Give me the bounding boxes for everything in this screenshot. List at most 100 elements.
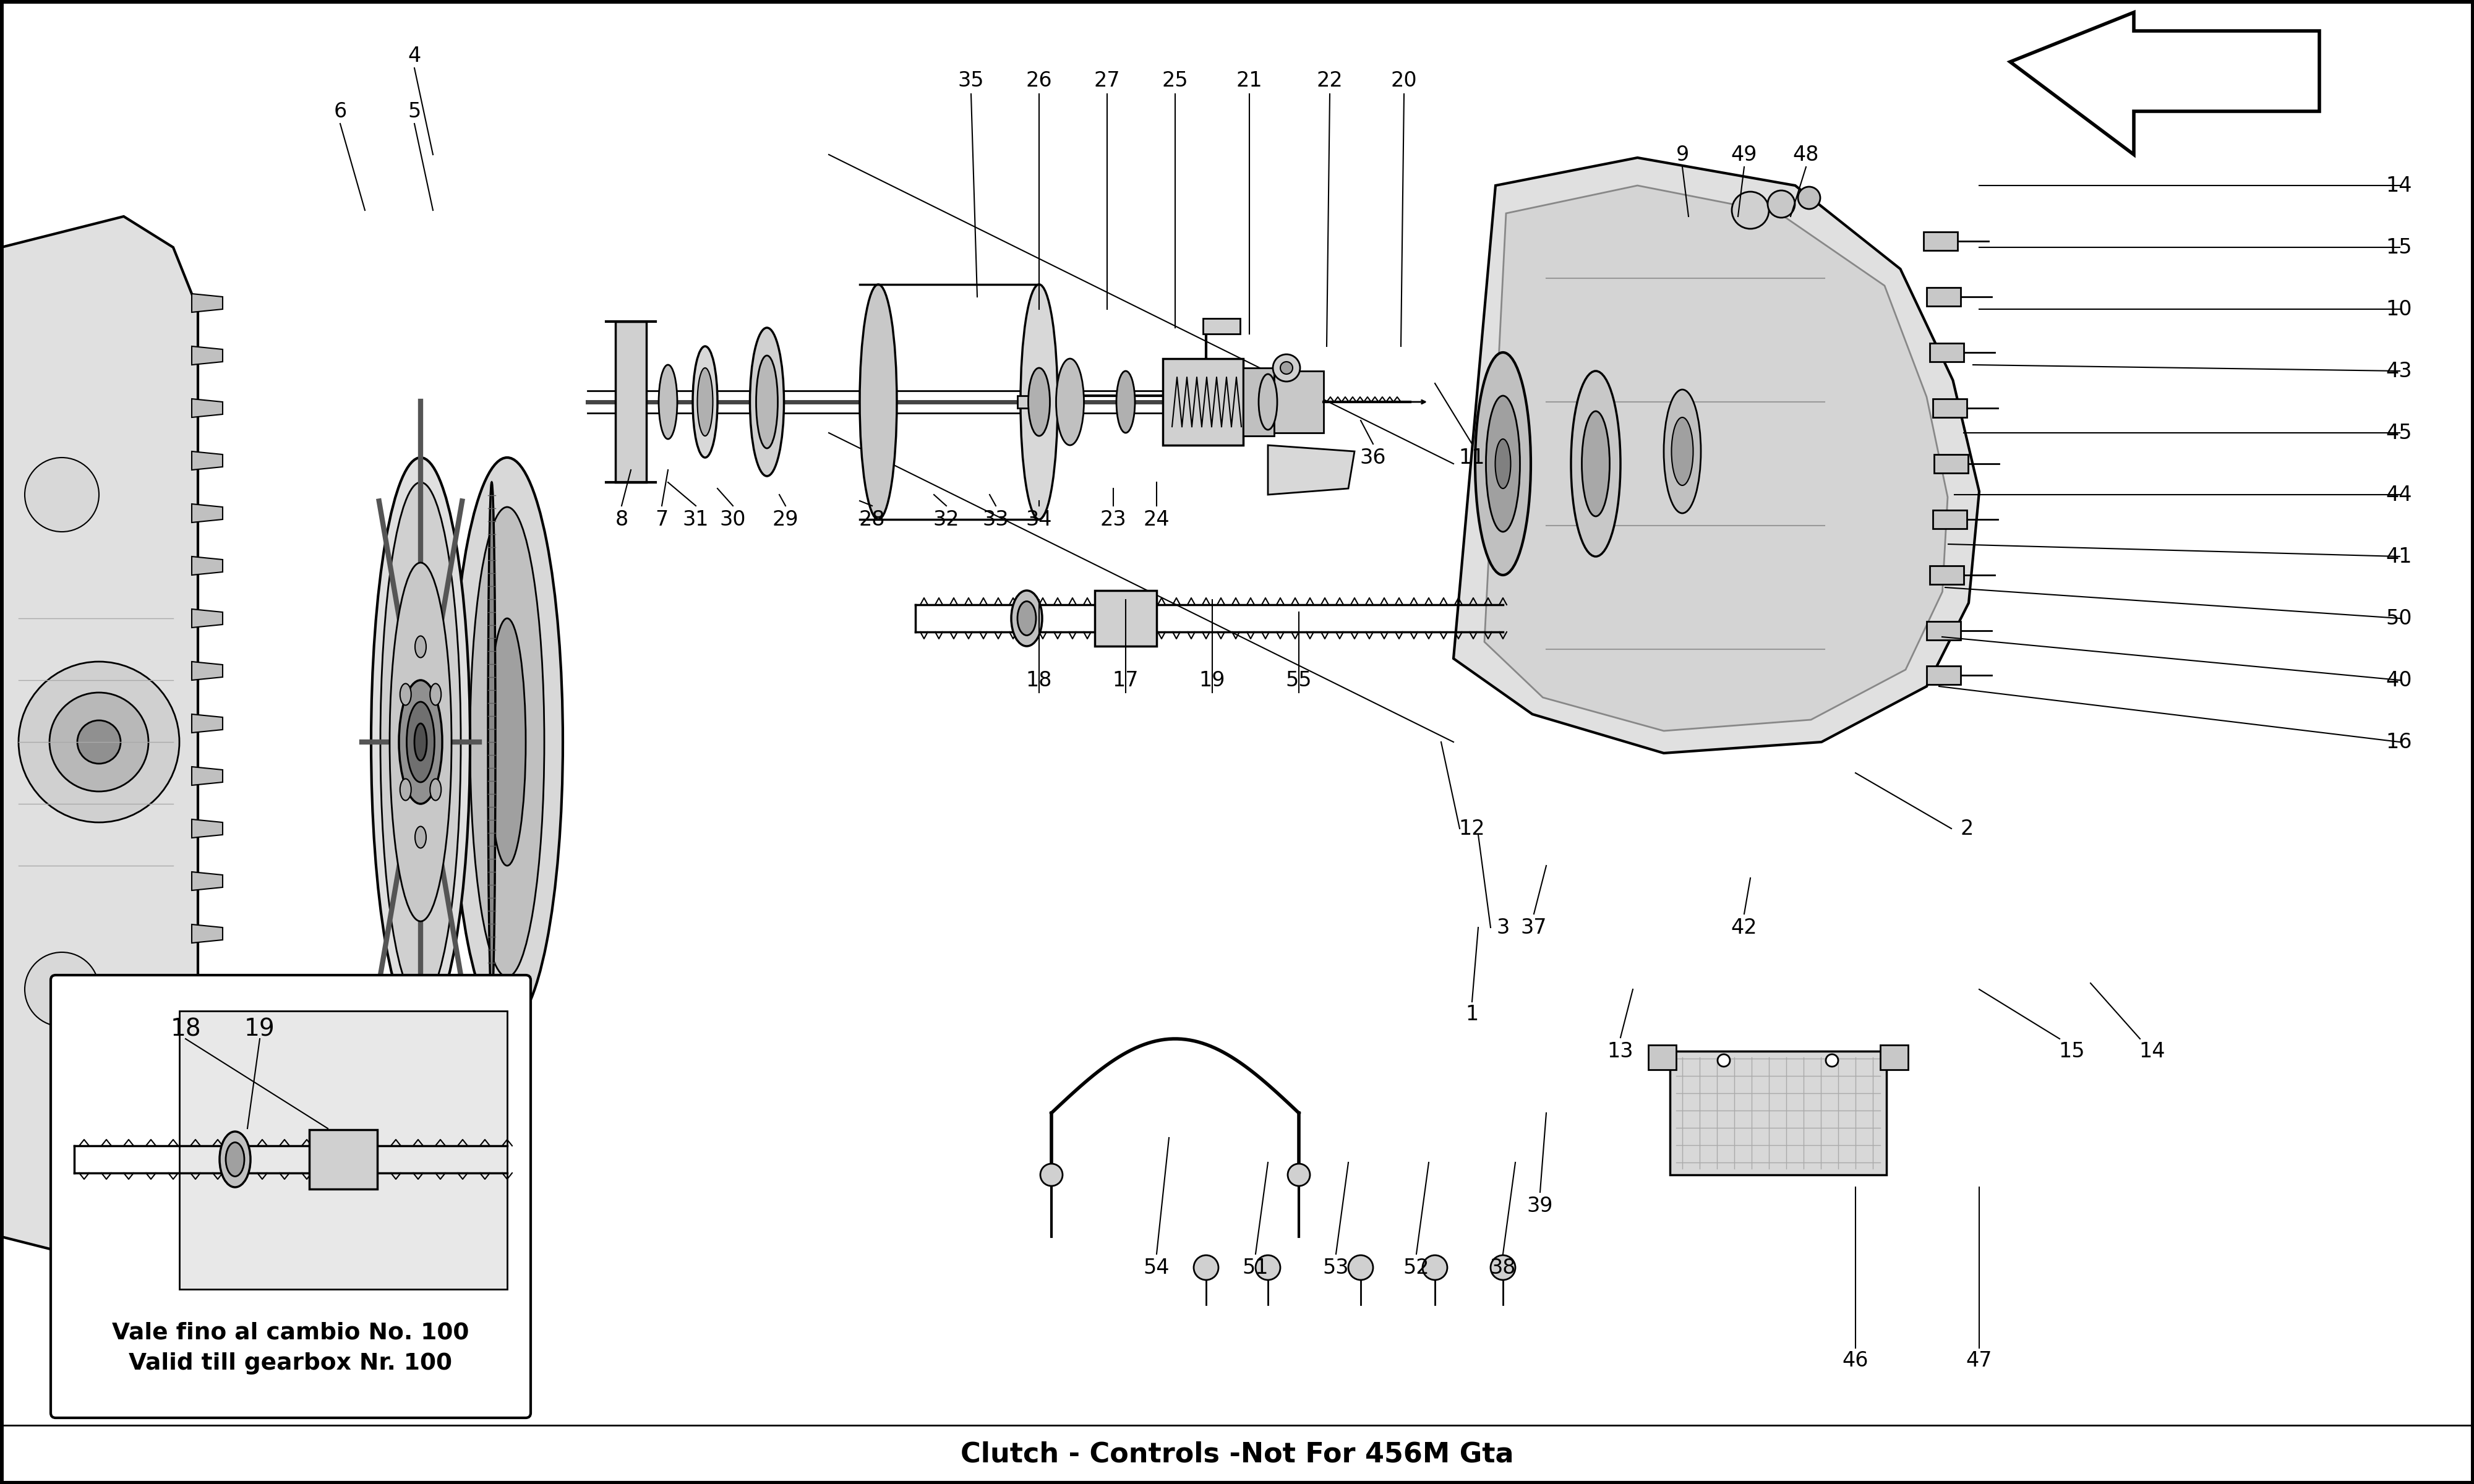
- Bar: [309, 1129, 376, 1189]
- Bar: [1927, 288, 1959, 306]
- Circle shape: [1272, 355, 1301, 381]
- Polygon shape: [193, 976, 223, 996]
- Polygon shape: [193, 346, 223, 365]
- Text: 3: 3: [1497, 917, 1509, 938]
- Ellipse shape: [1571, 371, 1620, 556]
- Text: 38: 38: [1489, 1257, 1517, 1278]
- Polygon shape: [193, 1082, 223, 1101]
- Ellipse shape: [487, 482, 495, 1002]
- Polygon shape: [193, 1030, 223, 1048]
- Text: 14: 14: [2385, 175, 2412, 196]
- Text: 5: 5: [408, 101, 421, 122]
- Ellipse shape: [1022, 285, 1059, 519]
- Text: 19: 19: [1200, 669, 1225, 690]
- Ellipse shape: [416, 827, 426, 847]
- Polygon shape: [193, 871, 223, 890]
- Text: 18: 18: [171, 1018, 200, 1042]
- Text: 10: 10: [2385, 298, 2412, 319]
- Ellipse shape: [750, 328, 784, 476]
- Circle shape: [25, 953, 99, 1027]
- Bar: [1930, 343, 1964, 362]
- Bar: [1880, 1045, 1907, 1070]
- Text: 8: 8: [616, 509, 628, 530]
- Ellipse shape: [401, 684, 411, 705]
- Text: 19: 19: [245, 1018, 275, 1042]
- Ellipse shape: [693, 346, 717, 457]
- Circle shape: [1717, 1054, 1729, 1067]
- Ellipse shape: [1029, 368, 1049, 436]
- Text: 37: 37: [1522, 917, 1546, 938]
- Ellipse shape: [371, 457, 470, 1027]
- Bar: [1925, 232, 1957, 251]
- Ellipse shape: [430, 779, 440, 800]
- Text: 33: 33: [982, 509, 1009, 530]
- Polygon shape: [0, 217, 198, 1267]
- Ellipse shape: [1012, 591, 1042, 646]
- Text: 22: 22: [1316, 70, 1343, 91]
- Text: 36: 36: [1361, 447, 1385, 467]
- Polygon shape: [193, 1187, 223, 1205]
- Polygon shape: [1267, 445, 1356, 494]
- Circle shape: [1348, 1255, 1373, 1279]
- Polygon shape: [193, 1135, 223, 1153]
- Ellipse shape: [416, 637, 426, 657]
- Text: 21: 21: [1237, 70, 1262, 91]
- Circle shape: [1257, 1255, 1282, 1279]
- Text: 47: 47: [1967, 1350, 1992, 1371]
- Polygon shape: [193, 767, 223, 785]
- Circle shape: [1282, 362, 1291, 374]
- Text: Clutch - Controls -Not For 456M Gta: Clutch - Controls -Not For 456M Gta: [960, 1441, 1514, 1468]
- Polygon shape: [193, 662, 223, 680]
- Bar: [1935, 454, 1969, 473]
- Polygon shape: [1455, 157, 1979, 752]
- Circle shape: [1826, 1054, 1838, 1067]
- Ellipse shape: [401, 779, 411, 800]
- Bar: [1202, 319, 1239, 334]
- Ellipse shape: [470, 508, 544, 976]
- Ellipse shape: [1475, 352, 1531, 574]
- Bar: [1017, 396, 1029, 408]
- Text: 32: 32: [933, 509, 960, 530]
- Text: 12: 12: [1460, 818, 1484, 838]
- Text: 48: 48: [1794, 144, 1818, 165]
- Text: 55: 55: [1286, 669, 1311, 690]
- Circle shape: [1423, 1255, 1447, 1279]
- Text: 41: 41: [2385, 546, 2412, 567]
- Text: 28: 28: [858, 509, 886, 530]
- Ellipse shape: [391, 562, 450, 922]
- Bar: [1927, 622, 1959, 640]
- Text: 42: 42: [1732, 917, 1757, 938]
- Circle shape: [20, 662, 178, 822]
- Text: 54: 54: [1143, 1257, 1170, 1278]
- Bar: [1274, 371, 1324, 433]
- Circle shape: [1732, 191, 1769, 229]
- Bar: [1094, 591, 1158, 646]
- Bar: [1670, 1051, 1888, 1175]
- Text: 14: 14: [2140, 1040, 2165, 1061]
- Polygon shape: [193, 451, 223, 470]
- Text: 44: 44: [2385, 484, 2412, 505]
- Text: 15: 15: [2385, 237, 2412, 258]
- Ellipse shape: [861, 285, 896, 519]
- Ellipse shape: [698, 368, 713, 436]
- Polygon shape: [1484, 186, 1947, 730]
- Text: 31: 31: [683, 509, 710, 530]
- Text: 27: 27: [1094, 70, 1121, 91]
- Polygon shape: [193, 294, 223, 312]
- Text: 34: 34: [1027, 509, 1051, 530]
- Polygon shape: [193, 819, 223, 838]
- Text: 25: 25: [1163, 70, 1188, 91]
- Circle shape: [77, 720, 121, 764]
- Text: 51: 51: [1242, 1257, 1269, 1278]
- Bar: [1163, 359, 1244, 445]
- Ellipse shape: [1672, 417, 1692, 485]
- Ellipse shape: [450, 457, 564, 1027]
- Ellipse shape: [1494, 439, 1512, 488]
- Circle shape: [1489, 1255, 1514, 1279]
- Ellipse shape: [1487, 396, 1519, 531]
- Text: 17: 17: [1113, 669, 1138, 690]
- Text: 35: 35: [957, 70, 985, 91]
- Text: 23: 23: [1101, 509, 1126, 530]
- Text: 24: 24: [1143, 509, 1170, 530]
- Ellipse shape: [658, 365, 678, 439]
